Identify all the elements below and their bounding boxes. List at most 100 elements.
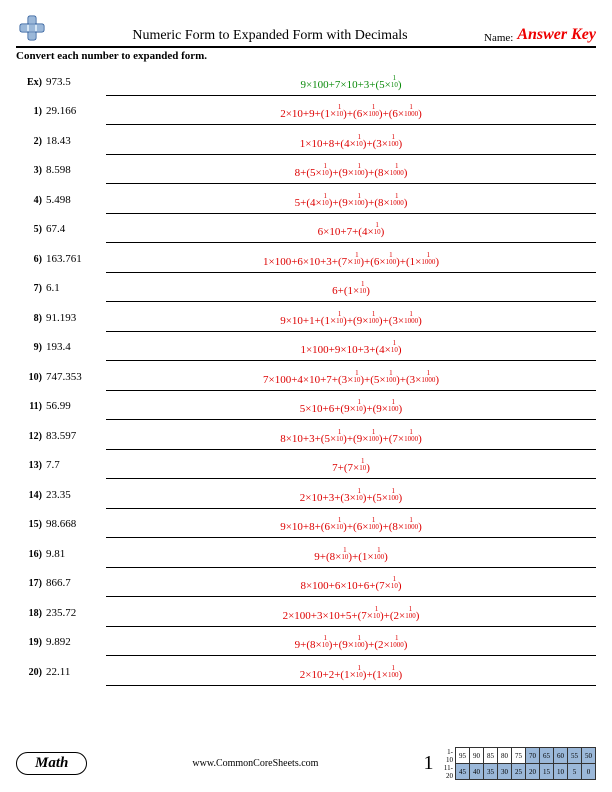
score-cell: 20 [526, 764, 540, 780]
problem-answer: 2×10+9+(1×110)+(6×1100)+(6×11000) [106, 104, 596, 125]
problem-number: 1) [16, 106, 46, 125]
problem-number: 4) [16, 195, 46, 214]
problem-number: 16) [16, 549, 46, 568]
problem-value: 7.7 [46, 459, 106, 479]
score-cell: 70 [526, 748, 540, 764]
problem-value: 747.353 [46, 371, 106, 391]
problem-row: 5)67.46×10+7+(4×110) [16, 214, 596, 244]
score-cell: 60 [554, 748, 568, 764]
problem-row: 15)98.6689×10+8+(6×110)+(6×1100)+(8×1100… [16, 509, 596, 539]
problem-answer: 8+(5×110)+(9×1100)+(8×11000) [106, 163, 596, 184]
problem-number: 12) [16, 431, 46, 450]
problem-answer: 5+(4×110)+(9×1100)+(8×11000) [106, 193, 596, 214]
problem-number: 14) [16, 490, 46, 509]
problem-number: 11) [16, 401, 46, 420]
score-cell: 50 [582, 748, 596, 764]
problem-number: Ex) [16, 77, 46, 96]
problem-value: 22.11 [46, 666, 106, 686]
problem-answer: 9×10+8+(6×110)+(6×1100)+(8×11000) [106, 517, 596, 538]
problem-row: 1)29.1662×10+9+(1×110)+(6×1100)+(6×11000… [16, 96, 596, 126]
problem-value: 98.668 [46, 518, 106, 538]
problem-value: 83.597 [46, 430, 106, 450]
problem-answer: 1×10+8+(4×110)+(3×1100) [106, 134, 596, 155]
problem-row: 4)5.4985+(4×110)+(9×1100)+(8×11000) [16, 184, 596, 214]
problem-answer: 2×10+2+(1×110)+(1×1100) [106, 665, 596, 686]
score-cell: 65 [540, 748, 554, 764]
score-cell: 75 [512, 748, 526, 764]
problem-row: 19)9.8929+(8×110)+(9×1100)+(2×11000) [16, 627, 596, 657]
problem-value: 163.761 [46, 253, 106, 273]
problem-answer: 9+(8×110)+(1×1100) [106, 547, 596, 568]
problem-number: 9) [16, 342, 46, 361]
problem-row: 7)6.16+(1×110) [16, 273, 596, 303]
problem-row: 6)163.7611×100+6×10+3+(7×110)+(6×1100)+(… [16, 243, 596, 273]
problem-answer: 2×100+3×10+5+(7×110)+(2×1100) [106, 606, 596, 627]
problem-value: 9.81 [46, 548, 106, 568]
subject-badge: Math [16, 752, 87, 775]
problem-value: 973.5 [46, 76, 106, 96]
problem-number: 5) [16, 224, 46, 243]
score-cell: 0 [582, 764, 596, 780]
score-cell: 45 [456, 764, 470, 780]
problem-number: 13) [16, 460, 46, 479]
score-cell: 25 [512, 764, 526, 780]
score-grid: 1-109590858075706560555011-2045403530252… [442, 747, 597, 780]
problem-value: 91.193 [46, 312, 106, 332]
problem-answer: 7×100+4×10+7+(3×110)+(5×1100)+(3×11000) [106, 370, 596, 391]
problem-answer: 9×100+7×10+3+(5×110) [106, 75, 596, 96]
problem-row: 14)23.352×10+3+(3×110)+(5×1100) [16, 479, 596, 509]
score-cell: 40 [470, 764, 484, 780]
problem-value: 8.598 [46, 164, 106, 184]
problem-value: 235.72 [46, 607, 106, 627]
problem-answer: 5×10+6+(9×110)+(9×1100) [106, 399, 596, 420]
problem-number: 2) [16, 136, 46, 155]
problem-answer: 6×10+7+(4×110) [106, 222, 596, 243]
problem-row: 11)56.995×10+6+(9×110)+(9×1100) [16, 391, 596, 421]
answer-key-label: Answer Key [517, 26, 596, 44]
problem-value: 193.4 [46, 341, 106, 361]
score-cell: 90 [470, 748, 484, 764]
problem-number: 6) [16, 254, 46, 273]
problem-number: 7) [16, 283, 46, 302]
score-cell: 15 [540, 764, 554, 780]
problem-number: 15) [16, 519, 46, 538]
score-cell: 30 [498, 764, 512, 780]
score-cell: 85 [484, 748, 498, 764]
problem-answer: 2×10+3+(3×110)+(5×1100) [106, 488, 596, 509]
score-cell: 5 [568, 764, 582, 780]
score-row-label: 11-20 [442, 764, 456, 780]
problem-value: 56.99 [46, 400, 106, 420]
problem-answer: 7+(7×110) [106, 458, 596, 479]
problem-value: 67.4 [46, 223, 106, 243]
problem-number: 3) [16, 165, 46, 184]
header: Numeric Form to Expanded Form with Decim… [16, 12, 596, 48]
problem-number: 8) [16, 313, 46, 332]
problem-row: 18)235.722×100+3×10+5+(7×110)+(2×1100) [16, 597, 596, 627]
problem-value: 29.166 [46, 105, 106, 125]
problem-number: 10) [16, 372, 46, 391]
problem-number: 18) [16, 608, 46, 627]
problem-answer: 8×100+6×10+6+(7×110) [106, 576, 596, 597]
problem-number: 17) [16, 578, 46, 597]
source-url: www.CommonCoreSheets.com [95, 758, 415, 769]
page-number: 1 [424, 752, 434, 775]
problem-value: 6.1 [46, 282, 106, 302]
footer: Math www.CommonCoreSheets.com 1 1-109590… [16, 747, 596, 780]
problem-answer: 8×10+3+(5×110)+(9×1100)+(7×11000) [106, 429, 596, 450]
problem-answer: 6+(1×110) [106, 281, 596, 302]
instruction: Convert each number to expanded form. [16, 50, 596, 62]
problem-row: 13)7.77+(7×110) [16, 450, 596, 480]
problem-value: 23.35 [46, 489, 106, 509]
problem-row: 20)22.112×10+2+(1×110)+(1×1100) [16, 656, 596, 686]
problem-row: 17)866.78×100+6×10+6+(7×110) [16, 568, 596, 598]
page-title: Numeric Form to Expanded Form with Decim… [56, 28, 484, 44]
problem-number: 19) [16, 637, 46, 656]
problem-number: 20) [16, 667, 46, 686]
score-cell: 95 [456, 748, 470, 764]
problem-row: 2)18.431×10+8+(4×110)+(3×1100) [16, 125, 596, 155]
name-label: Name: [484, 32, 513, 44]
problem-row: 8)91.1939×10+1+(1×110)+(9×1100)+(3×11000… [16, 302, 596, 332]
score-cell: 80 [498, 748, 512, 764]
score-cell: 10 [554, 764, 568, 780]
problem-row: 16)9.819+(8×110)+(1×1100) [16, 538, 596, 568]
